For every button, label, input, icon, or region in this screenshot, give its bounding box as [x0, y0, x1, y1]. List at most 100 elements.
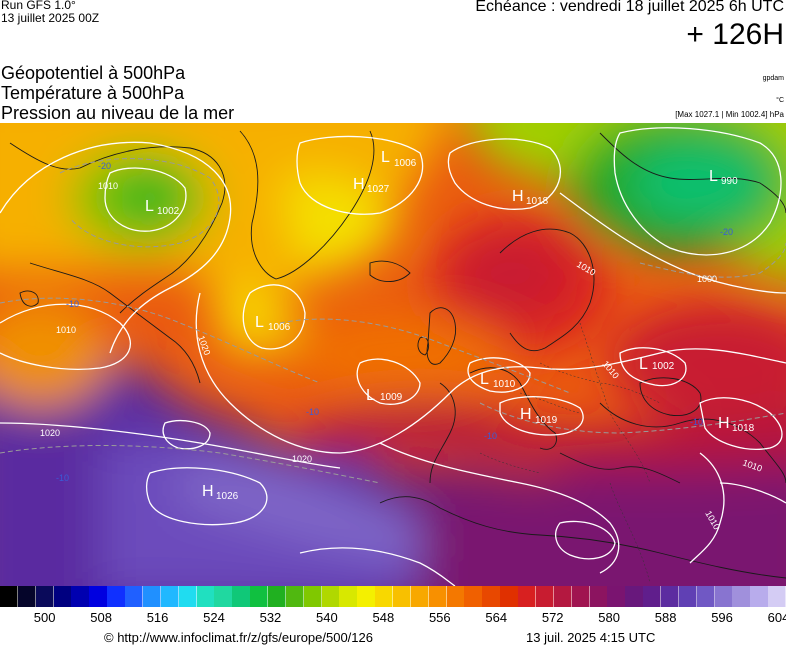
isotherm-label: -10	[66, 299, 79, 309]
scale-swatch	[107, 586, 126, 607]
scale-swatch	[571, 586, 590, 607]
pressure-center: L 1006	[381, 149, 417, 169]
pressure-center: H 1018	[718, 415, 755, 434]
isotherm-label: -10	[484, 431, 497, 441]
scale-swatch	[250, 586, 269, 607]
scale-tick: 556	[428, 610, 451, 625]
isotherm-label: -20	[720, 227, 733, 237]
scale-tick: 524	[203, 610, 225, 625]
isotherm-labels: -20 -10 -10 -10 -10 -10 -20	[56, 161, 733, 483]
scale-swatch	[660, 586, 680, 607]
scale-swatch	[196, 586, 215, 607]
scale-swatch	[732, 586, 751, 607]
svg-text:L: L	[145, 198, 154, 215]
pressure-max-min: [Max 1027.1 | Min 1002.4] hPa	[675, 110, 784, 119]
scale-swatch	[178, 586, 197, 607]
scale-swatch	[303, 586, 323, 607]
svg-text:H: H	[520, 406, 532, 423]
scale-swatch	[410, 586, 430, 607]
svg-text:1002: 1002	[652, 361, 675, 372]
scale-tick: 508	[90, 610, 112, 625]
scale-swatch	[35, 586, 55, 607]
scale-swatch	[17, 586, 37, 607]
unit-temperature: °C	[776, 97, 784, 104]
borders	[479, 322, 661, 584]
scale-tick: 596	[711, 610, 733, 625]
scale-swatch	[71, 586, 90, 607]
pressure-center: H 1027	[353, 176, 390, 195]
svg-text:H: H	[512, 188, 524, 205]
scale-swatch	[321, 586, 340, 607]
svg-text:L: L	[366, 387, 375, 404]
scale-swatch	[464, 586, 483, 607]
scale-swatch	[518, 586, 537, 607]
pressure-center: L 1006	[255, 314, 291, 333]
scale-swatch	[232, 586, 251, 607]
scale-swatch	[750, 586, 769, 607]
svg-text:990: 990	[721, 176, 738, 187]
pressure-center: H 1019	[520, 406, 558, 426]
title-temperature: Température à 500hPa	[1, 83, 185, 103]
scale-swatch	[285, 586, 305, 607]
scale-swatch	[89, 586, 108, 607]
scale-swatch	[214, 586, 233, 607]
svg-text:H: H	[353, 176, 365, 193]
isotherm-label: -10	[306, 407, 319, 417]
scale-swatch	[53, 586, 72, 607]
svg-text:L: L	[255, 314, 264, 331]
svg-text:L: L	[709, 168, 718, 185]
geopotential-field: 1010 1010 1020 1020 1020 1010 1000 1010 …	[0, 123, 786, 586]
svg-text:1018: 1018	[732, 423, 755, 434]
scale-swatch	[589, 586, 608, 607]
pressure-centers: L 1002 H 1027 L 1006 L 990 H 1018 L 1006 L 1009…	[145, 149, 755, 502]
svg-text:1002: 1002	[157, 206, 180, 217]
svg-text:H: H	[202, 483, 214, 500]
scale-swatch	[357, 586, 376, 607]
scale-swatch	[500, 586, 519, 607]
scale-swatch	[428, 586, 448, 607]
scale-swatch	[678, 586, 698, 607]
scale-tick: 516	[146, 610, 169, 625]
svg-text:L: L	[381, 149, 390, 166]
svg-text:1009: 1009	[380, 392, 403, 403]
pressure-center: H 1018	[512, 188, 549, 207]
svg-text:1026: 1026	[216, 491, 239, 502]
pressure-center: H 1026	[202, 483, 239, 502]
scale-tick: 604	[767, 610, 786, 625]
svg-text:1010: 1010	[493, 379, 516, 390]
scale-swatch	[714, 586, 733, 607]
scale-swatch	[125, 586, 144, 607]
scale-swatch	[393, 586, 412, 607]
svg-text:1018: 1018	[526, 196, 549, 207]
scale-tick: 540	[316, 610, 338, 625]
pressure-center: L 1010	[480, 371, 516, 390]
scale-swatch	[0, 586, 19, 607]
svg-text:1006: 1006	[268, 322, 291, 333]
scale-swatch	[696, 586, 716, 607]
scale-swatch	[267, 586, 287, 607]
isotherm-label: -10	[690, 417, 703, 427]
isobar-label: 1000	[697, 274, 717, 284]
pressure-center: L 1002	[639, 356, 675, 373]
title-geopotential: Géopotentiel à 500hPa	[1, 63, 186, 83]
scale-tick: 580	[598, 610, 620, 625]
scale-swatch	[625, 586, 644, 607]
pressure-center: L 990	[709, 168, 738, 187]
credit-link[interactable]: © http://www.infoclimat.fr/z/gfs/europe/…	[104, 630, 373, 645]
run-label: Run GFS 1.0°	[1, 0, 76, 12]
svg-text:L: L	[639, 356, 648, 373]
scale-swatch	[768, 586, 786, 607]
svg-text:1027: 1027	[367, 184, 390, 195]
scale-swatch	[339, 586, 358, 607]
forecast-hour: + 126H	[686, 18, 784, 51]
pressure-center: L 1009	[366, 387, 403, 404]
isobars	[0, 127, 786, 586]
generation-timestamp: 13 juil. 2025 4:15 UTC	[526, 630, 656, 645]
scale-swatch	[160, 586, 180, 607]
svg-text:H: H	[718, 415, 730, 432]
scale-tick: 532	[259, 610, 282, 625]
svg-text:1006: 1006	[394, 158, 417, 169]
scale-swatch	[535, 586, 555, 607]
isobar-label: 1010	[98, 181, 118, 191]
isotherm-label: -20	[98, 161, 111, 171]
